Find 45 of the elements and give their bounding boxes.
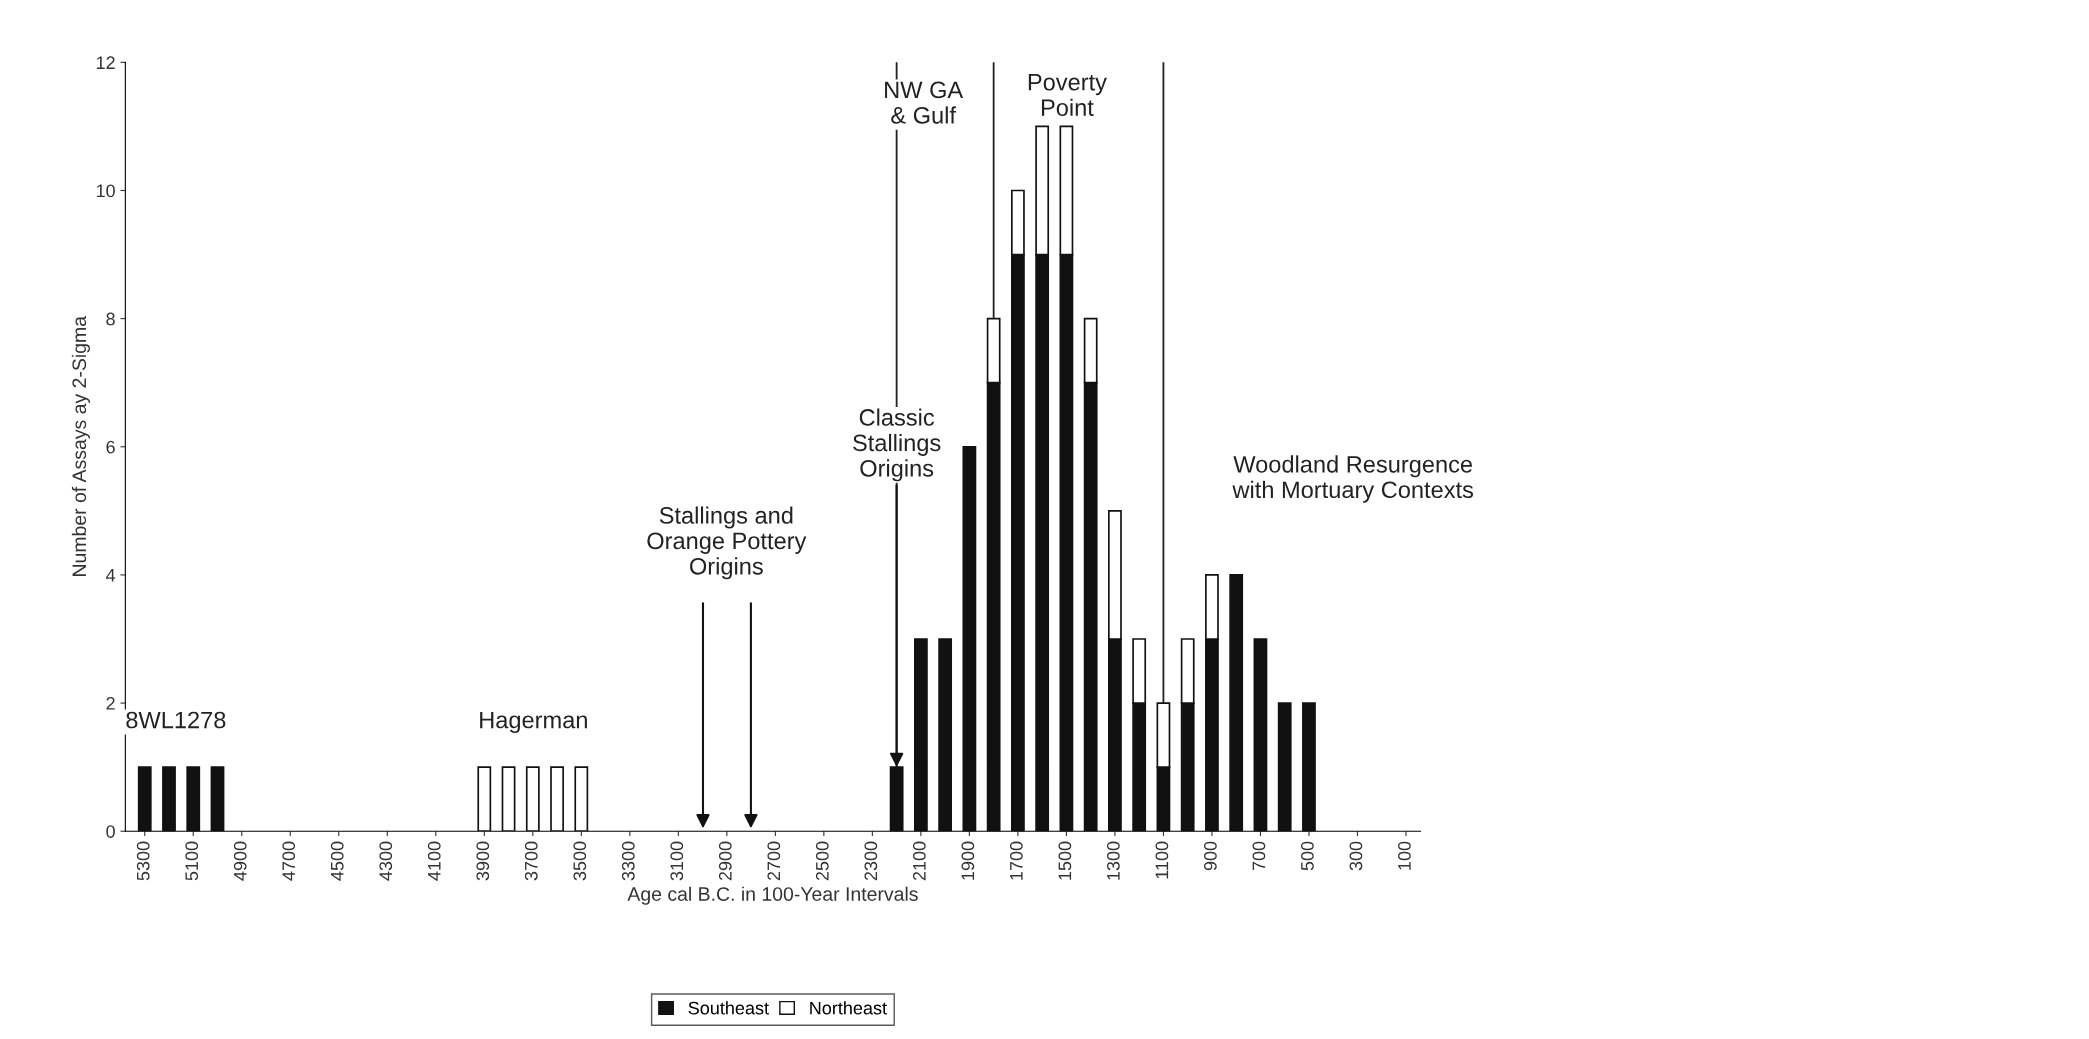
annotation: Poverty Point [1028,74,1107,116]
y-tick-label: 6 [106,440,115,454]
x-tick-label: 4300 [379,841,393,881]
legend-label: Southeast [688,1001,769,1015]
x-tick-label: 3300 [621,841,635,881]
y-tick-label: 10 [96,184,115,198]
y-axis-title: Number of Assays ay 2-Sigma [71,316,90,576]
x-tick-label: 3100 [670,841,684,881]
annotation: Woodland Resurgence with Mortuary Contexts [1232,455,1474,503]
annotation: Hagerman [480,711,587,734]
x-tick-label: 4500 [330,841,344,881]
x-tick-label: 4900 [233,841,247,881]
annotation: 8WL1278 [126,711,226,729]
y-tick-label: 8 [106,312,115,326]
x-tick-label: 3700 [524,841,538,881]
x-tick-label: 2300 [864,841,878,881]
annotation: NW GA & Gulf [885,81,964,124]
x-tick-label: 3500 [573,841,587,881]
x-tick-label: 5100 [185,841,199,881]
x-tick-label: 2900 [718,841,732,881]
x-tick-label: 1700 [1009,841,1023,880]
x-tick-label: 500 [1301,841,1314,871]
x-tick-label: 4100 [427,841,441,881]
x-tick-label: 1900 [961,841,975,880]
x-tick-label: 900 [1203,841,1217,871]
x-tick-label: 2500 [815,841,829,881]
legend-label: Northeast [810,1001,887,1015]
y-tick-label: 12 [96,56,115,69]
x-tick-label: 1500 [1058,841,1072,880]
y-tick-label: 4 [105,569,116,582]
annotation: Stallings and Orange Pottery Origins [647,506,807,580]
x-tick-label: 700 [1252,841,1266,871]
x-tick-label: 100 [1398,841,1411,870]
x-tick-label: 4700 [282,841,296,881]
x-axis-title: Age cal B.C. in 100-Year Intervals [627,886,918,905]
annotation: Classic Stallings Origins [853,408,941,482]
y-tick-label: 2 [106,696,115,710]
x-tick-label: 3900 [476,841,490,881]
x-tick-label: 1300 [1106,841,1120,880]
x-tick-label: 2100 [912,841,926,881]
x-tick-label: 2700 [767,841,781,881]
y-tick-label: 0 [106,825,115,838]
x-tick-label: 5300 [136,841,150,881]
x-tick-label: 1100 [1155,841,1169,879]
x-tick-label: 300 [1349,841,1363,871]
